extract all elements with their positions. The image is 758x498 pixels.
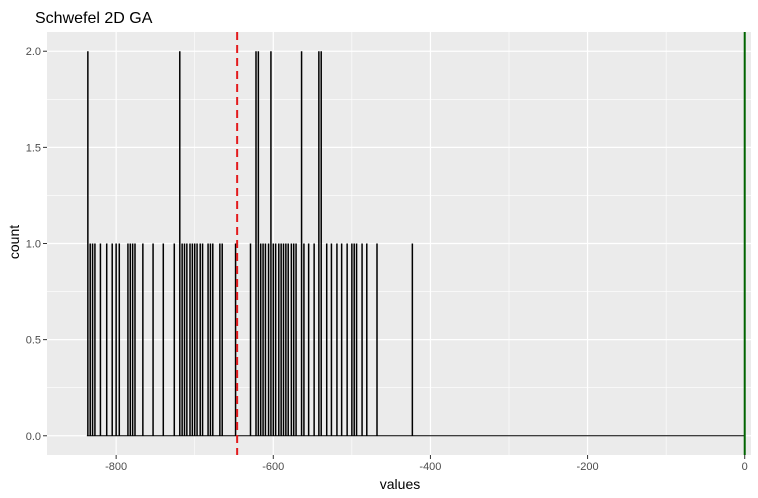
y-axis: 0.0 0.5 1.0 1.5 2.0 <box>26 46 47 443</box>
x-tick-label: -400 <box>419 461 441 473</box>
y-tick-label: 1.5 <box>26 142 41 154</box>
reference-lines <box>236 32 746 455</box>
histogram-bars <box>86 51 745 437</box>
y-axis-title: count <box>6 225 22 259</box>
x-tick-label: -800 <box>105 461 127 473</box>
y-tick-label: 0.0 <box>26 431 41 443</box>
chart-title: Schwefel 2D GA <box>35 10 153 27</box>
x-axis: -800 -600 -400 -200 0 <box>105 455 748 473</box>
y-tick-label: 0.5 <box>26 335 41 347</box>
x-tick-label: 0 <box>742 461 748 473</box>
y-tick-label: 2.0 <box>26 46 41 58</box>
y-tick-label: 1.0 <box>26 239 41 251</box>
x-axis-title: values <box>380 476 420 492</box>
x-tick-label: -200 <box>577 461 599 473</box>
x-tick-label: -600 <box>262 461 284 473</box>
